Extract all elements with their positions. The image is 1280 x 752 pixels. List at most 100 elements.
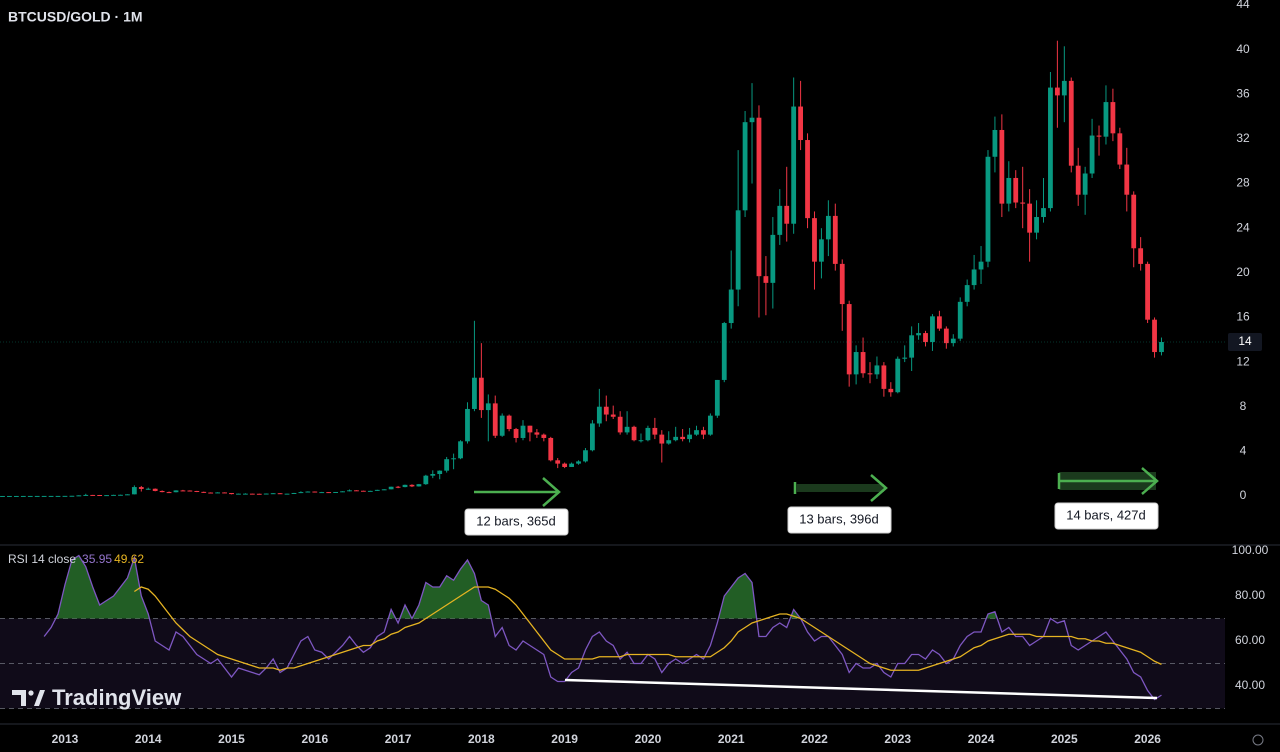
y-tick-label: 44 bbox=[1236, 0, 1250, 11]
candle-body bbox=[458, 441, 463, 459]
rsi-line bbox=[43, 554, 1162, 701]
settings-icon[interactable] bbox=[1252, 734, 1264, 746]
candle-body bbox=[416, 484, 422, 487]
candle-body bbox=[714, 379, 720, 416]
candle-body bbox=[1013, 177, 1019, 203]
candle-body bbox=[950, 338, 956, 344]
candle-body bbox=[902, 357, 908, 359]
x-tick-label: 2020 bbox=[635, 732, 662, 746]
y-tick-label: 36 bbox=[1236, 86, 1250, 100]
candle-body bbox=[347, 490, 352, 492]
candle-body bbox=[145, 488, 151, 490]
candle-body bbox=[166, 492, 172, 494]
candle-body bbox=[374, 489, 380, 491]
candle-body bbox=[728, 289, 734, 324]
candle-body bbox=[888, 388, 894, 393]
candle-body bbox=[1096, 135, 1102, 137]
candle-body bbox=[402, 484, 408, 488]
candle-body bbox=[763, 276, 769, 283]
candle-body bbox=[13, 495, 19, 497]
x-tick-label: 2022 bbox=[801, 732, 828, 746]
indicator-legend-text: RSI 14 close 35.95 49.62 bbox=[8, 552, 144, 566]
annotation-box bbox=[1054, 502, 1159, 530]
candle-body bbox=[1027, 203, 1033, 233]
candle-body bbox=[590, 423, 595, 451]
logo-icon bbox=[28, 690, 34, 696]
candle-body bbox=[256, 493, 262, 495]
candle-body bbox=[548, 437, 554, 461]
candle-body bbox=[839, 263, 845, 305]
x-tick-label: 2024 bbox=[968, 732, 995, 746]
candle-body bbox=[333, 491, 339, 493]
candle-body bbox=[1082, 173, 1088, 195]
candle-body bbox=[687, 434, 692, 440]
rsi-tick-label: 100.00 bbox=[1232, 543, 1269, 557]
candle-body bbox=[999, 129, 1005, 204]
candle-body bbox=[76, 495, 82, 497]
x-tick-label: 2023 bbox=[884, 732, 911, 746]
candle-body bbox=[805, 140, 810, 219]
candle-body bbox=[694, 430, 699, 435]
y-tick-label: 12 bbox=[1236, 354, 1250, 368]
candle-body bbox=[270, 493, 276, 495]
candle-body bbox=[194, 490, 200, 492]
y-tick-label: 0 bbox=[1240, 488, 1247, 502]
y-tick-label: 20 bbox=[1236, 265, 1250, 279]
candle-body bbox=[853, 352, 859, 375]
candle-body bbox=[243, 493, 248, 495]
candle-body bbox=[291, 492, 297, 494]
candle-body bbox=[735, 210, 741, 290]
candle-body bbox=[423, 475, 429, 485]
candle-body bbox=[895, 358, 901, 393]
candle-body bbox=[819, 239, 824, 262]
candle-body bbox=[340, 491, 345, 493]
arrow-head bbox=[542, 477, 561, 507]
candle-body bbox=[812, 218, 817, 262]
candle-body bbox=[173, 490, 179, 493]
candle-body bbox=[666, 440, 672, 444]
candle-body bbox=[603, 406, 609, 415]
candle-body bbox=[610, 414, 616, 417]
candle-body bbox=[569, 463, 574, 467]
candle-body bbox=[305, 491, 311, 493]
candle-body bbox=[152, 488, 158, 491]
annotation-label: 13 bars, 396d bbox=[799, 511, 879, 526]
y-tick-label: 32 bbox=[1236, 131, 1250, 145]
candle-body bbox=[298, 492, 304, 494]
candle-body bbox=[1159, 342, 1164, 353]
x-tick-label: 2015 bbox=[218, 732, 245, 746]
candle-body bbox=[1117, 133, 1123, 165]
candle-body bbox=[1103, 102, 1109, 137]
candle-body bbox=[1089, 135, 1095, 174]
candle-body bbox=[777, 205, 783, 235]
arrow-head bbox=[870, 474, 888, 502]
candle-body bbox=[707, 415, 713, 435]
candle-body bbox=[555, 460, 561, 464]
candle-body bbox=[263, 493, 269, 495]
candle-body bbox=[249, 493, 255, 495]
candle-body bbox=[791, 106, 797, 224]
x-tick-label: 2018 bbox=[468, 732, 495, 746]
candle-body bbox=[957, 301, 963, 339]
candle-body bbox=[1124, 164, 1130, 195]
candle-body bbox=[527, 425, 533, 433]
logo-icon bbox=[12, 690, 26, 706]
candle-body bbox=[41, 495, 47, 497]
candle-body bbox=[354, 490, 359, 492]
candle-body bbox=[104, 495, 109, 497]
candle-body bbox=[69, 495, 75, 497]
annotation-label: 14 bars, 427d bbox=[1066, 507, 1146, 522]
x-tick-label: 2016 bbox=[301, 732, 328, 746]
candle-body bbox=[465, 408, 470, 442]
candle-body bbox=[187, 490, 193, 492]
candle-body bbox=[395, 486, 401, 488]
candle-body bbox=[1138, 248, 1144, 264]
candle-body bbox=[27, 495, 33, 497]
candle-body bbox=[360, 490, 366, 492]
candle-body bbox=[381, 489, 387, 491]
y-tick-label: 8 bbox=[1240, 399, 1247, 413]
candle-body bbox=[992, 129, 998, 157]
arrow-head bbox=[1141, 467, 1159, 495]
candle-body bbox=[874, 365, 880, 375]
